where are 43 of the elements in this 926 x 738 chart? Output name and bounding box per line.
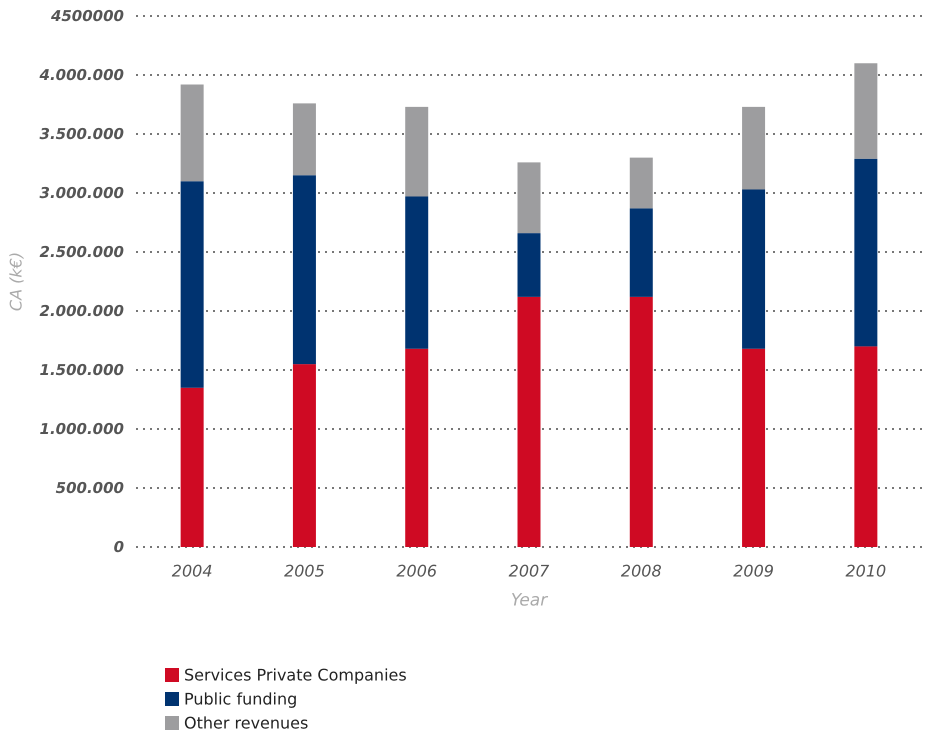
bar bbox=[742, 189, 766, 349]
bar bbox=[742, 106, 766, 190]
x-tick-label: 2004 bbox=[172, 562, 212, 580]
bar bbox=[518, 162, 540, 234]
bar bbox=[854, 158, 878, 346]
bar bbox=[292, 364, 316, 547]
x-tick-label: 2006 bbox=[396, 562, 438, 580]
x-axis-title: Year bbox=[510, 590, 548, 610]
bar bbox=[180, 181, 204, 388]
y-axis-title: CA (k€) bbox=[6, 252, 26, 312]
y-tick-label: 3.500.000 bbox=[40, 125, 124, 143]
y-tick-label: 2.500.000 bbox=[40, 243, 124, 261]
x-tick-label: 2010 bbox=[846, 562, 886, 580]
y-tick-label: 0 bbox=[114, 538, 124, 556]
bar bbox=[630, 208, 653, 297]
legend-label: Other revenues bbox=[184, 714, 308, 732]
bar bbox=[630, 296, 653, 547]
y-tick-label: 4500000 bbox=[50, 7, 124, 25]
legend-label: Public funding bbox=[184, 690, 298, 708]
bar bbox=[518, 233, 540, 297]
bar bbox=[405, 348, 428, 547]
bar bbox=[742, 348, 766, 547]
x-tick-label: 2005 bbox=[284, 562, 325, 580]
bar bbox=[854, 346, 878, 547]
y-tick-label: 3.000.000 bbox=[40, 184, 124, 202]
bar bbox=[630, 158, 653, 208]
x-tick-label: 2007 bbox=[508, 562, 550, 580]
bar bbox=[854, 63, 878, 159]
y-tick-label: 4.000.000 bbox=[38, 66, 124, 84]
x-tick-label: 2009 bbox=[733, 562, 774, 580]
bar bbox=[405, 106, 428, 197]
bar bbox=[518, 296, 540, 547]
bar bbox=[292, 175, 316, 364]
bar bbox=[292, 103, 316, 176]
x-tick-label: 2008 bbox=[620, 562, 662, 580]
bar bbox=[180, 84, 204, 182]
y-tick-label: 1.000.000 bbox=[40, 420, 124, 438]
bar bbox=[405, 196, 428, 349]
y-tick-label: 500.000 bbox=[56, 479, 124, 497]
legend-label: Services Private Companies bbox=[184, 666, 407, 684]
bar bbox=[180, 388, 204, 547]
y-tick-label: 1.500.000 bbox=[40, 361, 124, 379]
y-tick-label: 2.000.000 bbox=[40, 302, 124, 320]
